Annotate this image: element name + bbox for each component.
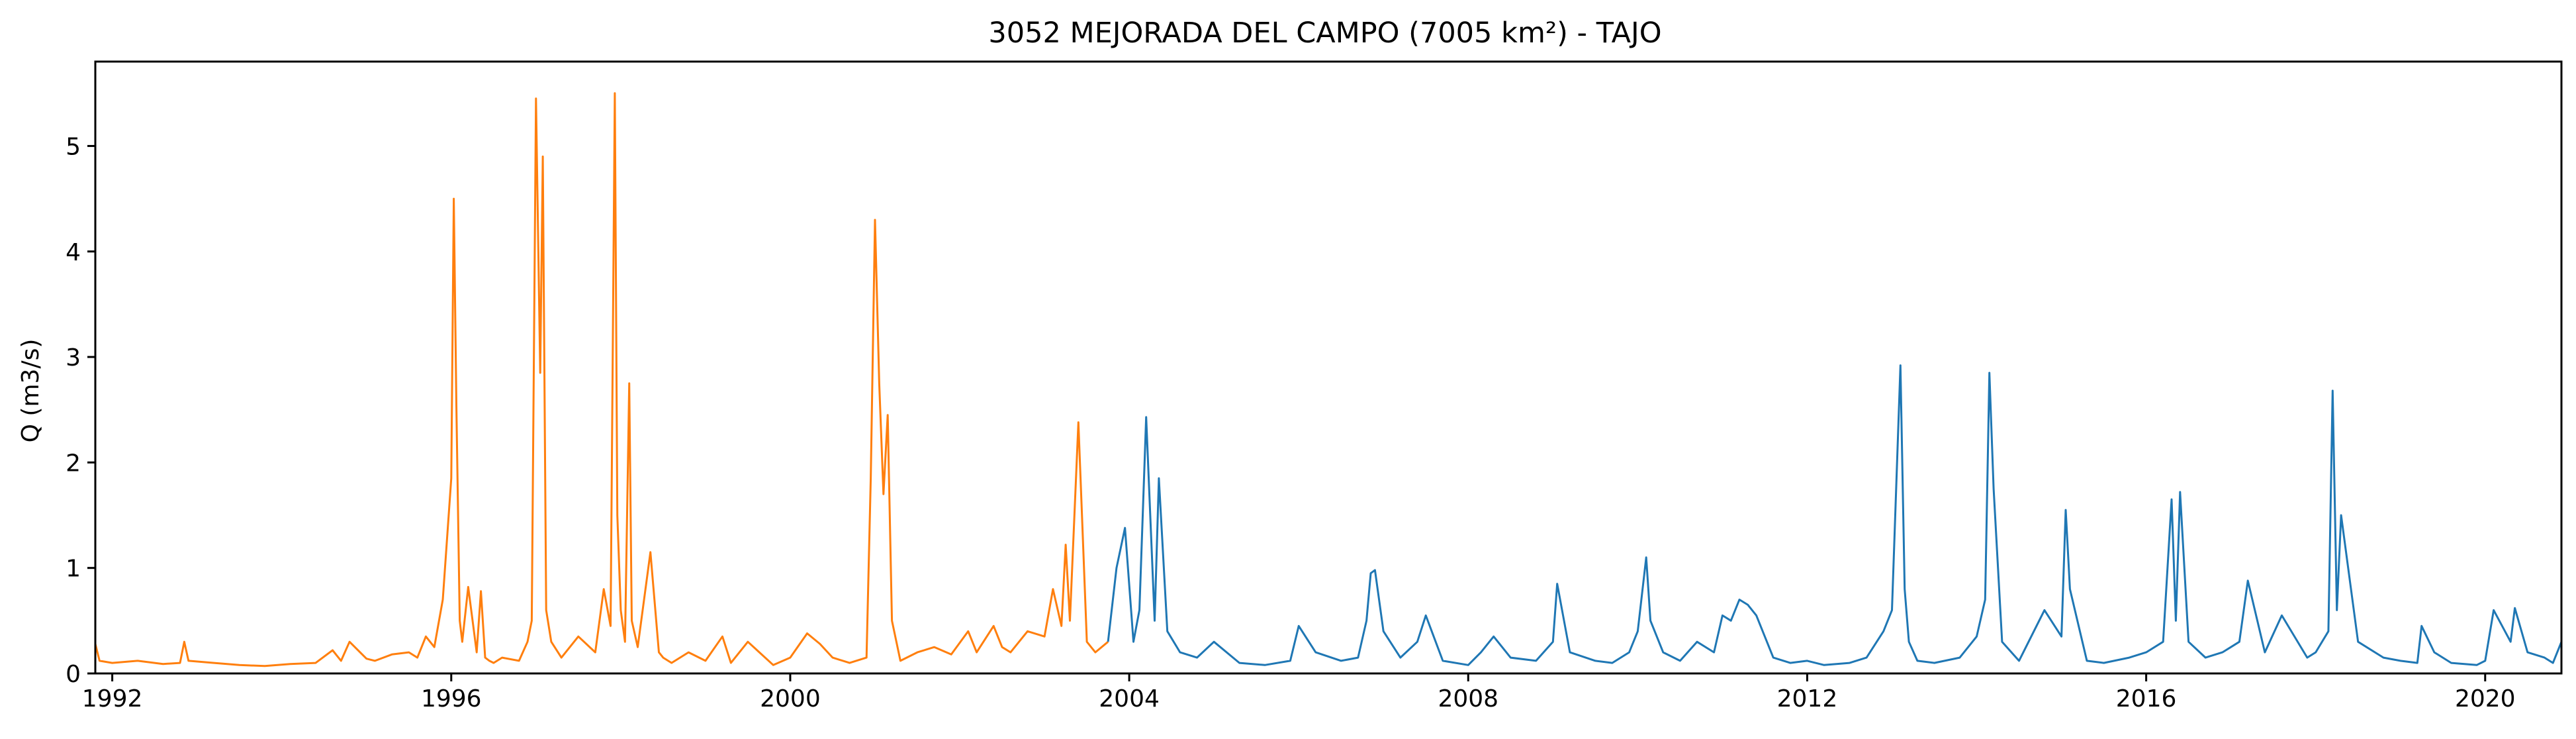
y-tick-label: 3 [66, 344, 81, 371]
x-tick-label: 1992 [82, 685, 143, 713]
series-line-0 [94, 92, 1109, 667]
y-tick-label: 2 [66, 450, 81, 477]
x-axis: 1992 1996 2000 2004 2008 2012 2016 2020 [82, 673, 2516, 713]
chart-title: 3052 MEJORADA DEL CAMPO (7005 km²) - TAJ… [988, 17, 1661, 50]
plot-frame [94, 60, 2563, 675]
y-axis: 0 1 2 3 4 5 [66, 133, 95, 688]
series-layer [94, 92, 2563, 667]
y-tick-label: 0 [66, 661, 81, 688]
x-tick-label: 2012 [1777, 685, 1838, 713]
x-tick-label: 2008 [1438, 685, 1498, 713]
y-axis-label: Q (m3/s) [17, 339, 44, 443]
y-tick-label: 5 [66, 133, 81, 160]
y-tick-label: 1 [66, 556, 81, 583]
x-tick-label: 2000 [760, 685, 821, 713]
x-tick-label: 2004 [1099, 685, 1160, 713]
x-tick-label: 1996 [421, 685, 482, 713]
series-line-1 [1107, 364, 2563, 666]
y-tick-label: 4 [66, 239, 81, 266]
x-tick-label: 2020 [2455, 685, 2516, 713]
x-tick-label: 2016 [2116, 685, 2177, 713]
